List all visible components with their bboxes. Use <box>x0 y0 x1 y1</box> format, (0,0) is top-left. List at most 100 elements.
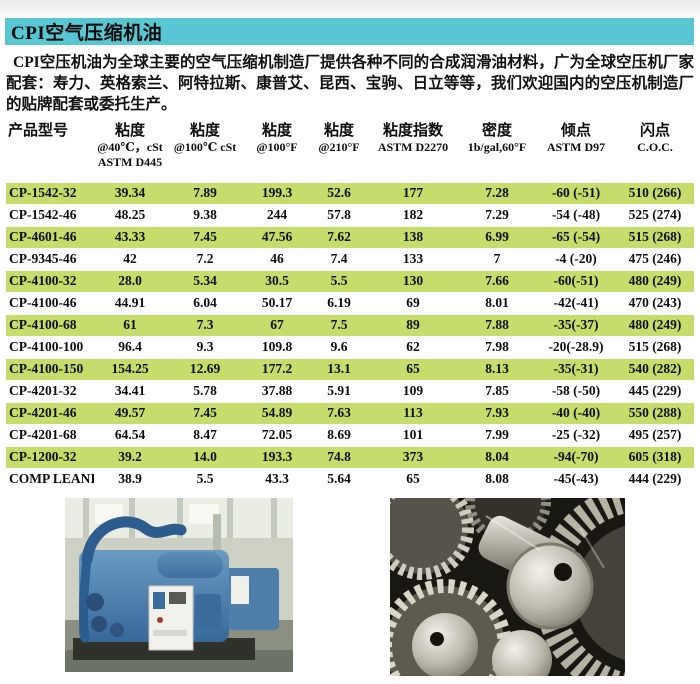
value-cell: 510 (266) <box>616 181 694 205</box>
value-cell: 133 <box>402 251 424 266</box>
column-title: 闪点 <box>639 123 670 139</box>
column-title: 倾点 <box>560 123 591 139</box>
value-cell: 50.17 <box>261 295 293 310</box>
value-cell: 8.04 <box>458 445 536 469</box>
intro-paragraph: CPI空压机油为全球主要的空气压缩机制造厂提供各种不同的合成润滑油材料，广为全球… <box>6 54 694 113</box>
value-cell: 7.89 <box>166 181 244 205</box>
value-cell: 5.5 <box>310 269 368 293</box>
value-cell: 177.2 <box>244 357 310 381</box>
value-cell: 89 <box>368 313 458 337</box>
product-name-cell: CP-4100-100 <box>9 339 84 354</box>
value-cell: -60(-51) <box>536 269 616 293</box>
column-header: 粘度 @100°F <box>244 120 310 182</box>
value-cell: 7.66 <box>458 269 536 293</box>
value-cell: -94(-70) <box>536 445 616 469</box>
compressor-photo <box>65 498 293 672</box>
table-row: CP-4100-68 61 7.3 67 7.5 89 7.88 -35(-37) 480 (2… <box>6 313 694 337</box>
value-cell: 37.88 <box>261 383 293 398</box>
table-row: COMP LEANII 38.9 5.5 43.3 5.64 65 8.08 -45(-43)… <box>6 468 694 490</box>
value-cell: 525 (274) <box>628 207 682 222</box>
value-cell: 7.93 <box>458 401 536 425</box>
product-name-cell: CP-4100-68 <box>6 313 94 337</box>
value-cell: 69 <box>406 295 420 310</box>
value-cell: 445 (229) <box>628 383 682 398</box>
value-cell: -54 (-48) <box>551 207 601 222</box>
product-name-cell: CP-4201-32 <box>9 383 77 398</box>
value-cell: -45(-43) <box>553 471 599 487</box>
value-cell: 5.78 <box>193 383 217 398</box>
value-cell: 550 (288) <box>616 401 694 425</box>
value-cell: 109.8 <box>261 339 293 354</box>
value-cell: 5.64 <box>327 471 351 487</box>
value-cell: 44.91 <box>114 295 146 310</box>
value-cell: -25 (-32) <box>551 427 601 442</box>
value-cell: 5.91 <box>327 383 351 398</box>
value-cell: 6.99 <box>458 225 536 249</box>
value-cell: 6.19 <box>327 295 351 310</box>
value-cell: 9.3 <box>196 339 214 354</box>
value-cell: 101 <box>402 427 424 442</box>
photo-strip <box>65 498 625 676</box>
column-subtitle: ASTM D2270 <box>377 140 449 154</box>
column-header: 粘度 @210°F <box>310 120 368 182</box>
table-row: CP-4100-32 28.0 5.34 30.5 5.5 130 7.66 -60(-51)… <box>6 269 694 293</box>
value-cell: -42(-41) <box>553 295 599 310</box>
value-cell: 7.45 <box>166 401 244 425</box>
value-cell: 74.8 <box>310 445 368 469</box>
value-cell: 52.6 <box>310 181 368 205</box>
product-name-cell: CP-9345-46 <box>9 251 77 266</box>
gears-photo <box>390 498 625 676</box>
value-cell: 373 <box>368 445 458 469</box>
table-row: CP-4100-100 96.4 9.3 109.8 9.6 62 7.98 -20(-28.… <box>6 336 694 358</box>
column-header: 产品型号 <box>6 120 94 182</box>
value-cell: 65 <box>368 357 458 381</box>
column-header: 密度 1b/gal,60°F <box>458 120 536 182</box>
value-cell: 39.2 <box>94 445 166 469</box>
value-cell: 7.62 <box>310 225 368 249</box>
column-subtitle: @210°F <box>318 140 360 154</box>
product-name-cell: CP-1200-32 <box>6 445 94 469</box>
table-row: CP-1200-32 39.2 14.0 193.3 74.8 373 8.04 -94(-7… <box>6 445 694 469</box>
section-title-bar: CPI空气压缩机油 <box>5 18 694 45</box>
value-cell: 54.89 <box>244 401 310 425</box>
column-subtitle: ASTM D97 <box>546 140 606 154</box>
value-cell: 9.6 <box>330 339 348 354</box>
value-cell: 96.4 <box>118 339 142 354</box>
value-cell: -35(-31) <box>536 357 616 381</box>
value-cell: 47.56 <box>244 225 310 249</box>
value-cell: 470 (243) <box>628 295 682 310</box>
column-subtitle: ASTM D445 <box>97 155 163 169</box>
column-title: 粘度 <box>323 123 354 139</box>
column-title: 粘度 <box>189 123 220 139</box>
value-cell: -65 (-54) <box>536 225 616 249</box>
value-cell: 7.4 <box>330 251 348 266</box>
value-cell: 540 (282) <box>616 357 694 381</box>
value-cell: 7.2 <box>196 251 214 266</box>
table-header: 产品型号 粘度 @40℃，cSt ASTM D445 粘度 @100℃ cSt 粘度 @100… <box>6 120 694 182</box>
column-title: 粘度指数 <box>382 123 443 139</box>
value-cell: 7.3 <box>166 313 244 337</box>
value-cell: 28.0 <box>94 269 166 293</box>
column-header: 粘度 @100℃ cSt <box>166 120 244 182</box>
value-cell: 48.25 <box>114 207 146 222</box>
product-name-cell: CP-1542-32 <box>6 181 94 205</box>
value-cell: 244 <box>266 207 288 222</box>
value-cell: -20(-28.9) <box>548 339 604 354</box>
column-subtitle: @100℃ cSt <box>173 140 237 154</box>
value-cell: 8.13 <box>458 357 536 381</box>
table-row: CP-4100-46 44.91 6.04 50.17 6.19 69 8.01 -42(-4… <box>6 292 694 314</box>
value-cell: 43.3 <box>265 471 289 487</box>
value-cell: 43.33 <box>94 225 166 249</box>
value-cell: 8.08 <box>485 471 509 487</box>
page-title: CPI空气压缩机油 <box>11 23 163 44</box>
column-subtitle: @100°F <box>256 140 298 154</box>
value-cell: 39.34 <box>94 181 166 205</box>
value-cell: 7.28 <box>458 181 536 205</box>
value-cell: 46 <box>270 251 284 266</box>
value-cell: 8.69 <box>327 427 351 442</box>
product-name-cell: CP-4100-32 <box>6 269 94 293</box>
value-cell: 113 <box>368 401 458 425</box>
value-cell: 177 <box>368 181 458 205</box>
value-cell: 13.1 <box>310 357 368 381</box>
value-cell: 72.05 <box>261 427 293 442</box>
